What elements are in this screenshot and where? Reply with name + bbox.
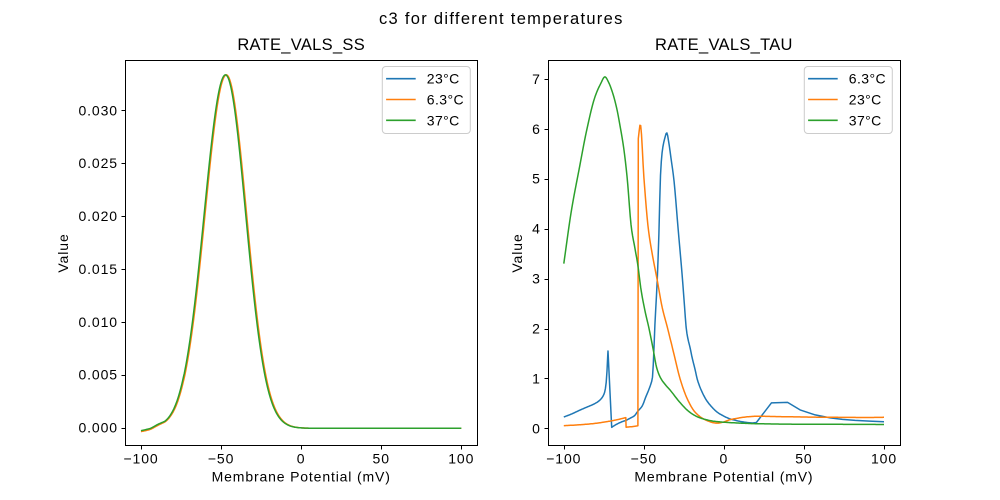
svg-text:c3 for different temperatures: c3 for different temperatures — [379, 10, 624, 28]
svg-text:−100: −100 — [546, 451, 581, 467]
svg-text:50: 50 — [373, 451, 390, 467]
svg-text:Value: Value — [509, 233, 525, 272]
svg-text:0: 0 — [532, 420, 541, 436]
svg-text:6: 6 — [532, 121, 541, 137]
svg-text:0.030: 0.030 — [78, 102, 118, 118]
svg-text:0.025: 0.025 — [78, 155, 118, 171]
svg-text:−100: −100 — [123, 451, 158, 467]
svg-text:0.015: 0.015 — [78, 261, 118, 277]
svg-text:0.005: 0.005 — [78, 367, 118, 383]
svg-text:0.020: 0.020 — [78, 208, 118, 224]
svg-text:23°C: 23°C — [427, 71, 460, 87]
svg-text:37°C: 37°C — [849, 112, 882, 128]
svg-text:5: 5 — [532, 171, 541, 187]
svg-text:1: 1 — [532, 370, 541, 386]
svg-text:0.000: 0.000 — [78, 420, 118, 436]
svg-text:−50: −50 — [208, 451, 234, 467]
svg-text:50: 50 — [795, 451, 812, 467]
svg-text:0: 0 — [720, 451, 729, 467]
svg-text:100: 100 — [871, 451, 897, 467]
svg-text:100: 100 — [448, 451, 474, 467]
svg-text:Value: Value — [55, 233, 71, 272]
svg-text:RATE_VALS_TAU: RATE_VALS_TAU — [655, 36, 793, 54]
svg-text:2: 2 — [532, 321, 541, 337]
svg-text:7: 7 — [532, 71, 541, 87]
svg-text:−50: −50 — [631, 451, 657, 467]
svg-text:3: 3 — [532, 271, 541, 287]
svg-text:0.010: 0.010 — [78, 314, 118, 330]
svg-text:RATE_VALS_SS: RATE_VALS_SS — [237, 36, 365, 54]
svg-text:Membrane Potential (mV): Membrane Potential (mV) — [634, 469, 813, 485]
svg-text:6.3°C: 6.3°C — [849, 71, 886, 87]
svg-text:4: 4 — [532, 221, 541, 237]
svg-text:37°C: 37°C — [427, 112, 460, 128]
svg-text:0: 0 — [297, 451, 306, 467]
svg-text:23°C: 23°C — [849, 92, 882, 108]
svg-text:Membrane Potential (mV): Membrane Potential (mV) — [212, 469, 391, 485]
svg-text:6.3°C: 6.3°C — [427, 92, 464, 108]
